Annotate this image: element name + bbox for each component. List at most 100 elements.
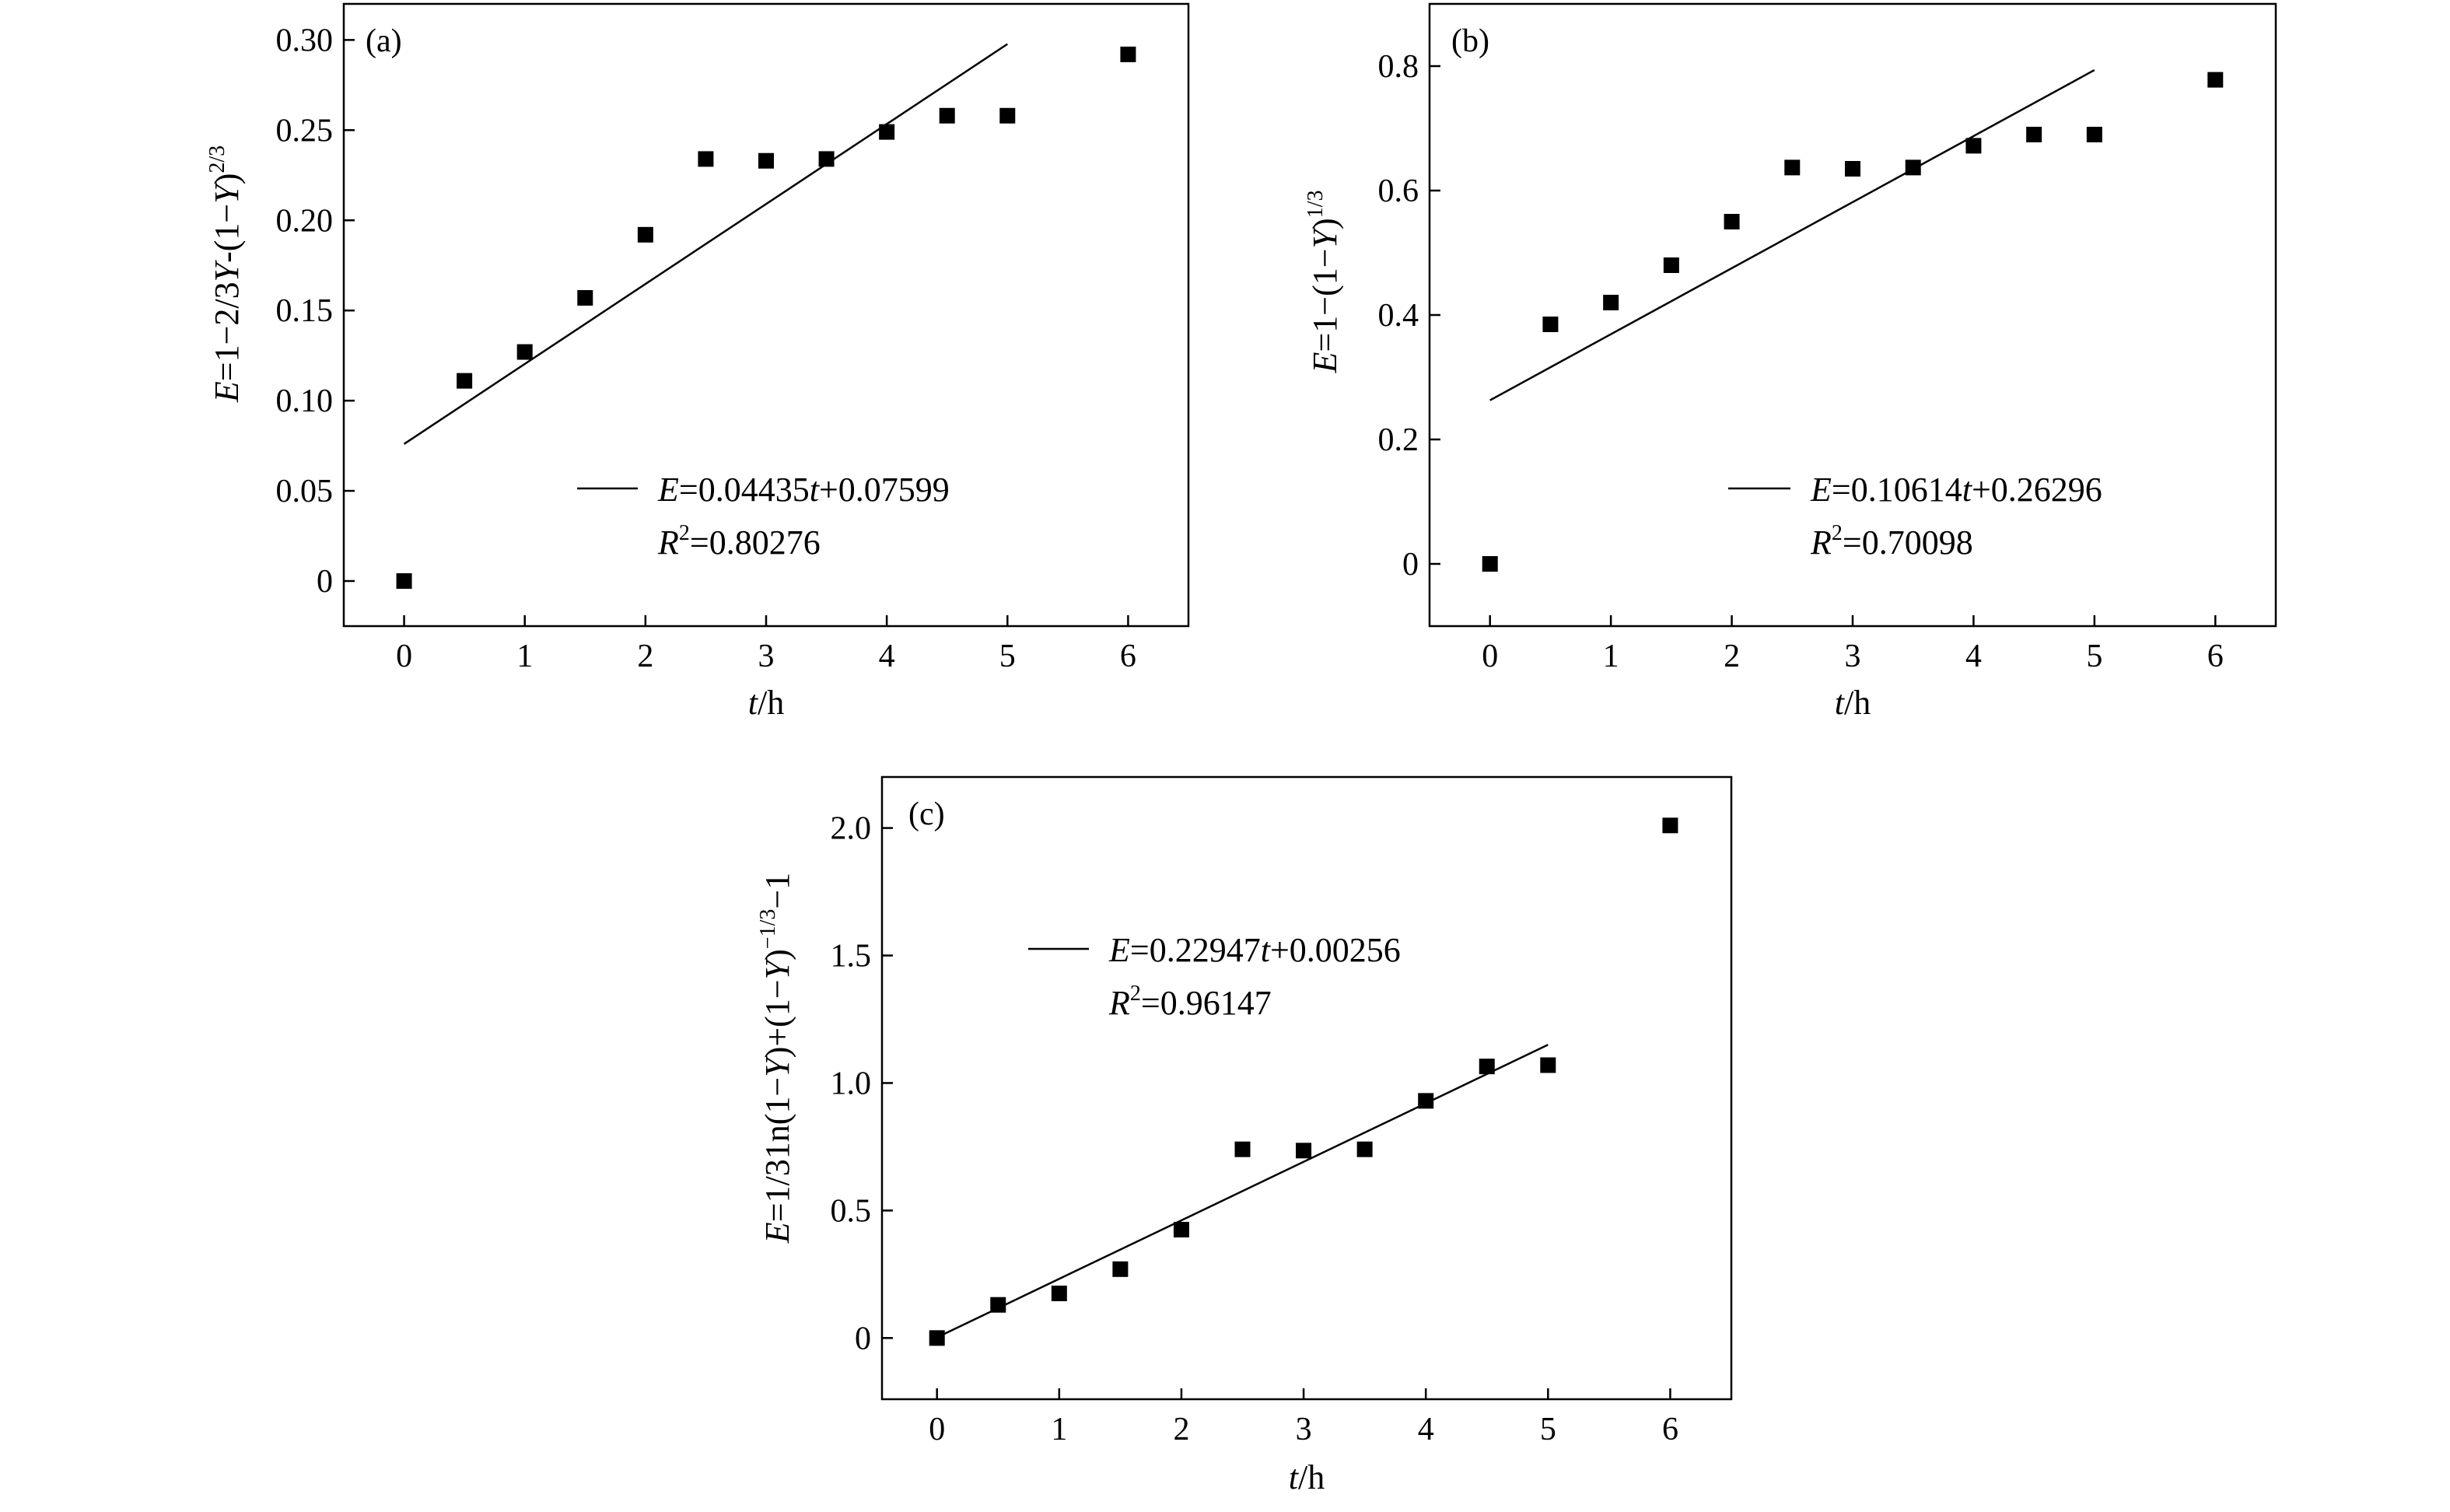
data-point (1479, 1059, 1495, 1075)
data-points (929, 817, 1678, 1346)
y-axis-ticks: 0 0.5 1.0 1.5 2.0 (831, 811, 893, 1356)
y-axis-label: E=1/31n(1−Y)+(1−Y)−1/3−1 (756, 873, 796, 1244)
x-axis-ticks: 0 1 2 3 4 5 6 (929, 1388, 1678, 1447)
panel-label: (c) (908, 796, 945, 832)
x-tick-label: 1 (1051, 1412, 1067, 1447)
data-point (929, 1330, 945, 1346)
x-tick-label: 2 (637, 639, 653, 674)
x-tick-label: 6 (2207, 639, 2224, 674)
panel-label: (a) (366, 23, 402, 59)
data-points (1482, 72, 2224, 572)
y-axis-ticks: 0 0.2 0.4 0.6 0.8 (1378, 49, 1440, 583)
x-tick-label: 4 (879, 639, 895, 674)
y-axis-ticks: 0 0.05 0.10 0.15 0.20 0.25 0.30 (276, 23, 355, 600)
data-point (1965, 138, 1982, 154)
data-points (396, 46, 1136, 590)
x-axis-label: t/h (1289, 1458, 1325, 1496)
y-tick-label: 2.0 (831, 811, 872, 847)
y-tick-label: 0.6 (1378, 173, 1419, 209)
y-tick-label: 1.0 (831, 1066, 872, 1101)
data-point (457, 373, 473, 389)
x-tick-label: 2 (1173, 1412, 1189, 1447)
x-tick-label: 0 (1482, 639, 1498, 674)
y-tick-label: 0.2 (1378, 422, 1419, 458)
y-tick-label: 0.20 (276, 203, 334, 239)
y-tick-label: 0.15 (276, 293, 334, 329)
y-tick-label: 0.4 (1378, 298, 1419, 334)
panel-a-chart: 0 1 2 3 4 5 6 0 0.05 0.10 0.15 0.20 0.25 0.30 (a) E=… (205, 2, 1190, 722)
y-tick-label: 0.25 (276, 113, 334, 149)
data-point (990, 1297, 1006, 1313)
data-point (939, 107, 955, 124)
x-tick-label: 6 (1662, 1412, 1678, 1447)
fit-line-group (403, 43, 1008, 445)
data-point (879, 124, 895, 140)
x-tick-label: 5 (1540, 1412, 1556, 1447)
x-tick-label: 1 (1603, 639, 1619, 674)
fit-line-group (1489, 68, 2095, 401)
data-point (1120, 46, 1136, 62)
y-tick-label: 0 (855, 1321, 871, 1356)
y-axis-label: E=1−(1−Y)1/3 (1304, 191, 1344, 374)
y-tick-label: 0 (1402, 547, 1419, 583)
y-tick-label: 0 (317, 564, 333, 600)
y-tick-label: 0.05 (276, 474, 334, 509)
x-axis-ticks: 0 1 2 3 4 5 6 (396, 615, 1136, 674)
legend-equation: E=0.10614t+0.26296 (1810, 471, 2102, 509)
fit-line (403, 43, 1008, 445)
data-point (1051, 1285, 1067, 1301)
x-tick-label: 5 (2086, 639, 2102, 674)
data-point (396, 573, 412, 590)
x-tick-label: 4 (1418, 1412, 1434, 1447)
fit-line-group (936, 1044, 1549, 1339)
data-point (1540, 1057, 1556, 1073)
data-point (1905, 159, 1921, 176)
legend-equation: E=0.04435t+0.07599 (657, 471, 950, 509)
y-tick-label: 0.8 (1378, 49, 1419, 85)
x-tick-label: 1 (516, 639, 533, 674)
data-point (999, 107, 1016, 124)
panel-b-chart: 0 1 2 3 4 5 6 0 0.2 0.4 0.6 0.8 (b) E=0.10614t+0.2… (1304, 2, 2277, 722)
x-tick-label: 4 (1965, 639, 1982, 674)
data-point (1784, 159, 1801, 176)
fit-line (936, 1044, 1549, 1339)
legend-r-squared: R2=0.80276 (657, 521, 821, 562)
x-tick-label: 3 (1296, 1412, 1312, 1447)
x-tick-label: 0 (929, 1412, 945, 1447)
legend-equation: E=0.22947t+0.00256 (1108, 931, 1401, 969)
y-axis-label: E=1−2/3Y-(1−Y)2/3 (205, 145, 246, 403)
x-tick-label: 0 (396, 639, 412, 674)
data-point (637, 226, 653, 243)
y-tick-label: 0.10 (276, 383, 334, 419)
data-point (1663, 257, 1679, 273)
legend-r-squared: R2=0.96147 (1108, 982, 1272, 1022)
x-tick-label: 6 (1120, 639, 1136, 674)
legend-r-squared: R2=0.70098 (1810, 521, 1973, 562)
data-point (1662, 817, 1678, 834)
x-axis-label: t/h (1835, 684, 1871, 722)
x-tick-label: 2 (1724, 639, 1740, 674)
x-tick-label: 3 (758, 639, 775, 674)
data-point (1845, 161, 1860, 177)
data-point (2086, 127, 2102, 142)
data-point (1482, 556, 1498, 572)
plot-frame (880, 775, 1733, 1401)
y-tick-label: 0.5 (831, 1193, 872, 1229)
data-point (2026, 127, 2042, 142)
data-point (577, 289, 593, 306)
data-point (698, 151, 714, 167)
data-point (758, 152, 774, 169)
data-point (2207, 72, 2224, 88)
data-point (1296, 1143, 1312, 1159)
fit-line (1489, 68, 2095, 401)
data-point (1418, 1093, 1434, 1109)
y-tick-label: 1.5 (831, 939, 872, 975)
panel-label: (b) (1451, 23, 1489, 59)
x-axis-ticks: 0 1 2 3 4 5 6 (1482, 615, 2224, 674)
x-tick-label: 3 (1845, 639, 1861, 674)
x-tick-label: 5 (999, 639, 1016, 674)
data-point (516, 344, 533, 360)
data-point (1356, 1141, 1373, 1157)
data-point (1724, 214, 1740, 229)
